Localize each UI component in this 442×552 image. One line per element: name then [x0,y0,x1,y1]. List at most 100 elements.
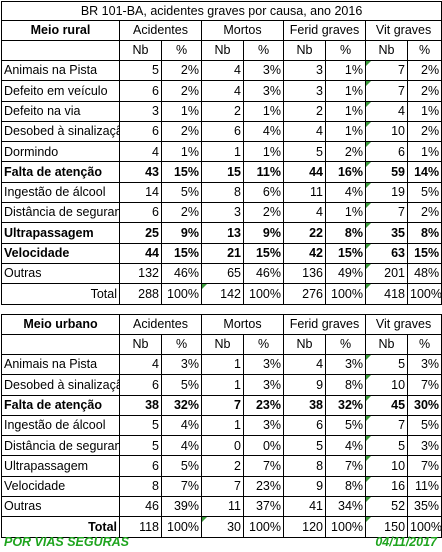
table-row: Outras 46 39% 11 37% 41 34% 52 35% [1,496,442,518]
group-header: Acidentes [119,20,202,41]
percent-cell: 15% [325,242,366,264]
total-percent-cell: 100% [407,516,442,539]
table-row: Velocidade 44 15% 21 15% 42 15% 63 15% [1,242,442,264]
count-cell: 11 [283,181,326,204]
count-cell: 52 [365,496,409,518]
count-cell: 4 [283,202,326,224]
row-label: Falta de atenção [1,161,120,183]
total-percent-cell: 100% [406,283,442,306]
subheader-nb: Nb [283,40,326,61]
count-cell: 7 [365,80,408,102]
count-cell: 1 [201,414,244,437]
count-cell: 13 [201,222,244,244]
percent-cell: 11% [407,475,442,498]
percent-cell: 3% [242,374,285,396]
percent-cell: 3% [242,414,285,437]
percent-cell: 1% [325,59,366,82]
count-cell: 4 [283,120,326,143]
percent-cell: 34% [325,496,367,518]
percent-cell: 3% [407,435,442,457]
percent-cell: 15% [161,242,202,264]
percent-cell: 37% [242,496,285,518]
count-cell: 6 [119,120,162,143]
count-cell: 1 [201,141,244,163]
row-label: Outras [1,262,120,285]
count-cell: 2 [201,100,244,122]
count-cell: 19 [365,181,408,204]
count-cell: 43 [119,161,162,183]
percent-cell: 2% [406,202,442,224]
footer-source: POR VIAS SEGURAS [4,535,130,549]
subheader-pct: % [325,40,366,61]
count-cell: 10 [365,120,408,143]
count-cell: 8 [119,475,162,498]
subheader-blank [1,334,120,355]
count-cell: 44 [283,161,326,183]
count-cell: 45 [365,394,409,416]
count-cell: 0 [201,435,244,457]
percent-cell: 32% [161,394,202,416]
subheader-row: Nb% Nb% Nb% Nb% [1,40,442,61]
subheader-nb: Nb [119,334,162,355]
row-label: Distância de segurança [1,202,120,224]
subheader-pct: % [407,334,442,355]
percent-cell: 1% [325,80,366,102]
percent-cell: 5% [161,455,202,477]
count-cell: 44 [119,242,162,264]
percent-cell: 35% [407,496,442,518]
percent-cell: 4% [243,120,284,143]
count-cell: 9 [283,475,327,498]
percent-cell: 48% [406,262,442,285]
count-cell: 59 [365,161,408,183]
percent-cell: 5% [325,414,367,437]
subheader-pct: % [242,334,285,355]
count-cell: 35 [365,222,408,244]
percent-cell: 39% [161,496,202,518]
percent-cell: 0% [242,435,285,457]
count-cell: 38 [283,394,327,416]
table-row: Velocidade 8 7% 7 23% 9 8% 16 11% [1,475,442,498]
count-cell: 15 [201,161,244,183]
percent-cell: 2% [161,120,202,143]
count-cell: 25 [119,222,162,244]
count-cell: 5 [119,59,162,82]
row-label: Distância de segurança [1,435,120,457]
count-cell: 9 [283,374,327,396]
count-cell: 2 [283,100,326,122]
percent-cell: 1% [161,100,202,122]
count-cell: 42 [283,242,326,264]
subheader-pct: % [161,40,202,61]
table-title: BR 101-BA, acidentes graves por causa, a… [0,1,442,21]
count-cell: 7 [365,59,408,82]
percent-cell: 8% [406,222,442,244]
group-header-row: Meio urbano Acidentes Mortos Ferid graves Vi… [1,314,442,335]
count-cell: 6 [119,374,162,396]
percent-cell: 2% [243,202,284,224]
table-row: Ingestão de álcool 14 5% 8 6% 11 4% 19 5% [1,181,442,204]
count-cell: 7 [201,475,244,498]
count-cell: 6 [283,414,327,437]
subheader-pct: % [325,334,367,355]
count-cell: 14 [119,181,162,204]
percent-cell: 7% [161,475,202,498]
count-cell: 5 [365,435,409,457]
percent-cell: 7% [325,455,367,477]
percent-cell: 16% [325,161,366,183]
row-label: Ingestão de álcool [1,181,120,204]
group-header: Mortos [200,314,285,335]
section-header: Meio urbano [1,314,120,335]
count-cell: 5 [283,141,326,163]
group-header: Ferid graves [283,314,367,335]
percent-cell: 3% [161,353,202,376]
percent-cell: 30% [407,394,442,416]
row-label: Ingestão de álcool [1,414,120,437]
percent-cell: 1% [406,141,442,163]
count-cell: 3 [119,100,162,122]
count-cell: 6 [119,202,162,224]
row-label: Desobed à sinalização [1,374,120,396]
count-cell: 22 [283,222,326,244]
subheader-nb: Nb [283,334,327,355]
percent-cell: 1% [325,100,366,122]
count-cell: 7 [365,414,409,437]
total-count-cell: 120 [283,516,327,539]
